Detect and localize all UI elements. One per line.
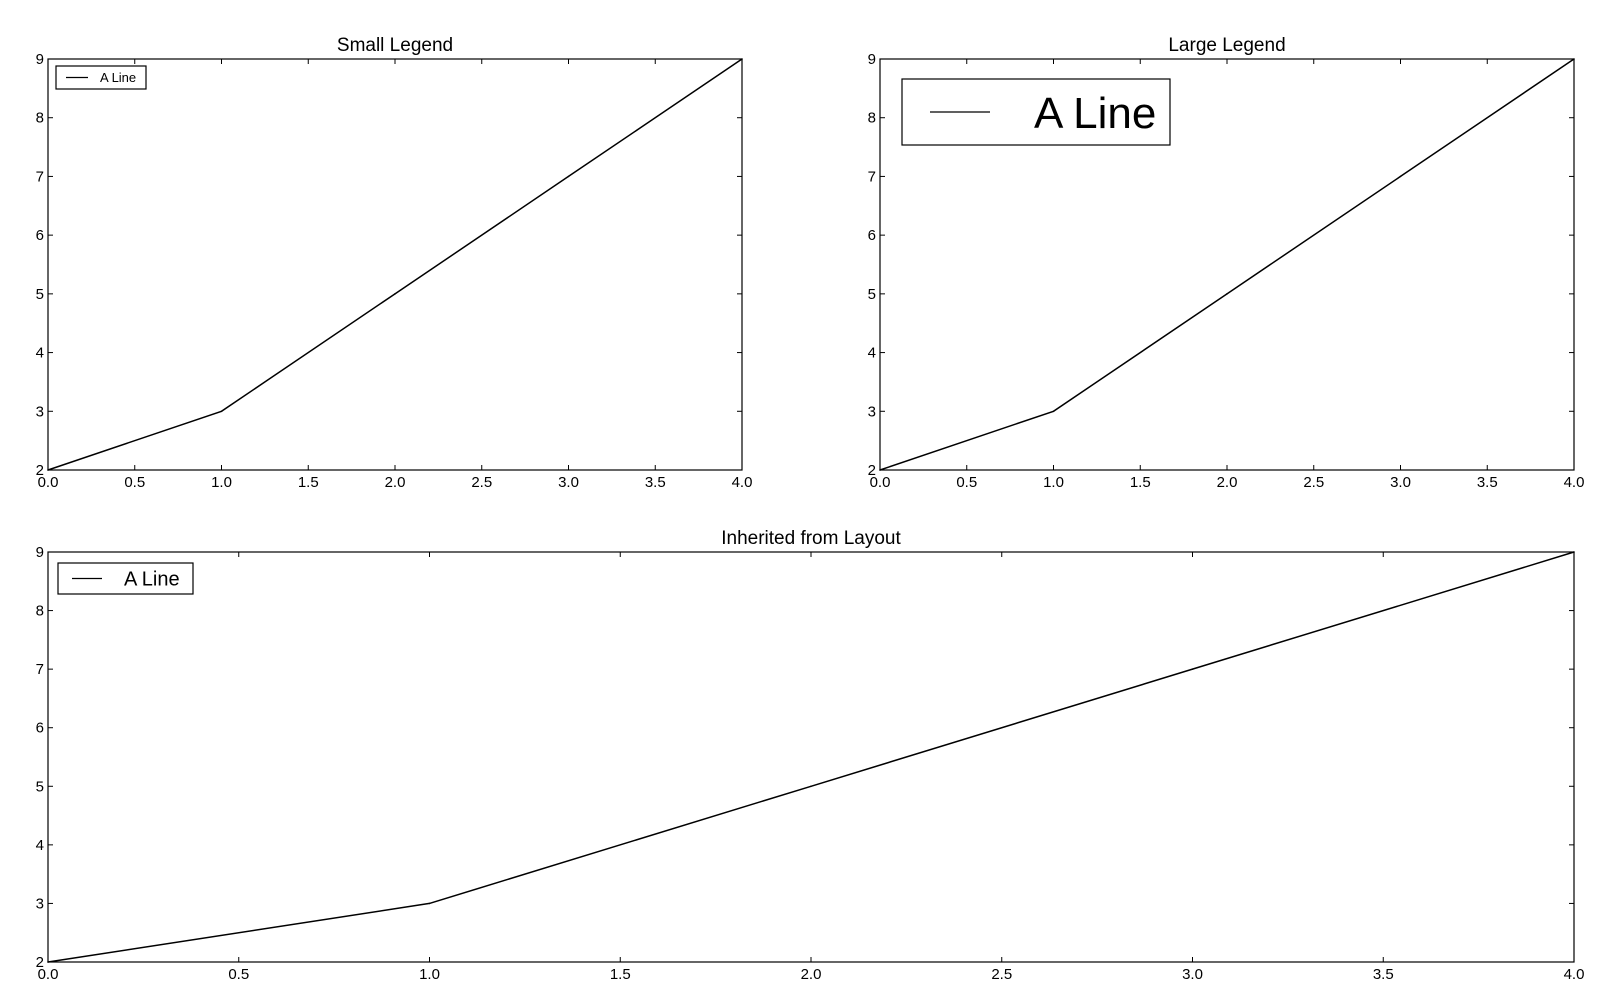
data-point [1573,551,1575,553]
y-tick-label: 6 [36,227,44,244]
x-tick-label: 0.5 [228,966,249,983]
y-tick-label: 7 [36,168,44,185]
axes-frame [47,551,1575,963]
subplot-1: Small Legend 0.0 0.5 1.0 1.5 2.0 2.5 3.0 3.5 4.0 2… [36,35,753,491]
axes-frame [47,58,743,471]
x-tick-label: 1.5 [1130,474,1151,491]
data-point [810,785,812,788]
y-tick-label: 7 [868,168,876,185]
data-point [1191,668,1194,670]
legend-label: A Line [1034,89,1156,138]
y-tick-label: 3 [868,403,876,420]
y-tick-label: 4 [36,345,44,362]
y-tick-label: 9 [36,544,44,561]
data-point [220,410,223,413]
x-tick-label: 3.5 [1477,474,1498,491]
y-tick-label: 6 [868,227,876,244]
x-tick-label: 2.5 [471,474,492,491]
data-point [1399,175,1402,178]
data-point [1052,410,1055,413]
y-tick-label: 9 [868,51,876,68]
y-tick-label: 4 [868,345,876,362]
data-point [428,902,431,905]
y-tick-label: 2 [36,462,44,479]
x-tick-label: 4.0 [1564,966,1585,983]
y-tick-label: 8 [36,603,44,620]
y-tick-label: 5 [868,286,876,303]
x-tick-label: 0.0 [38,474,59,491]
chart-title: Large Legend [1168,35,1285,56]
y-tick-label: 7 [36,661,44,678]
legend: A Line [901,78,1171,146]
x-tick-label: 2.5 [991,966,1012,983]
data-point [741,58,743,60]
x-tick-label: 4.0 [1564,474,1585,491]
x-tick-label: 0.5 [956,474,977,491]
y-tick-label: 2 [868,462,876,479]
x-tick-label: 2.0 [1217,474,1238,491]
y-tick-label: 9 [36,51,44,68]
x-tick-label: 2.0 [801,966,822,983]
y-tick-label: 6 [36,720,44,737]
y-tick-label: 2 [36,954,44,971]
x-tick-label: 2.5 [1303,474,1324,491]
data-point [879,469,881,471]
legend-label: A Line [100,70,136,85]
x-tick-label: 3.0 [1390,474,1411,491]
x-tick-label: 3.0 [558,474,579,491]
x-tick-label: 3.5 [645,474,666,491]
y-tick-label: 8 [868,110,876,127]
data-point [567,175,570,178]
chart-title: Small Legend [337,35,453,56]
x-tick-label: 3.5 [1373,966,1394,983]
data-point [1573,58,1575,60]
series-line [47,58,743,471]
x-tick-label: 0.5 [124,474,145,491]
x-tick-label: 1.0 [211,474,232,491]
legend-box [55,65,147,90]
x-tick-label: 1.0 [419,966,440,983]
data-point [1226,293,1228,295]
y-tick-label: 5 [36,778,44,795]
y-tick-label: 3 [36,895,44,912]
x-tick-label: 3.0 [1182,966,1203,983]
x-tick-label: 1.0 [1043,474,1064,491]
chart-title: Inherited from Layout [721,528,901,549]
x-tick-label: 0.0 [38,966,59,983]
x-tick-label: 2.0 [385,474,406,491]
x-tick-label: 1.5 [298,474,319,491]
legend-label: A Line [124,569,180,591]
subplot-2: Large Legend 0.0 0.5 1.0 1.5 2.0 2.5 3.0 3.5 4.0 2… [868,35,1585,491]
x-tick-label: 1.5 [610,966,631,983]
data-point [47,469,49,471]
subplot-3: Inherited from Layout 0.0 0.5 1.0 1.5 2.0 2.5 3… [36,528,1585,983]
y-tick-label: 3 [36,403,44,420]
x-tick-label: 0.0 [870,474,891,491]
x-tick-label: 4.0 [732,474,753,491]
series-line [47,551,1575,963]
y-tick-label: 5 [36,286,44,303]
data-point [47,961,49,963]
y-tick-label: 4 [36,837,44,854]
legend: A Line [57,562,194,595]
data-point [394,293,396,295]
y-tick-label: 8 [36,110,44,127]
legend: A Line [55,65,147,90]
